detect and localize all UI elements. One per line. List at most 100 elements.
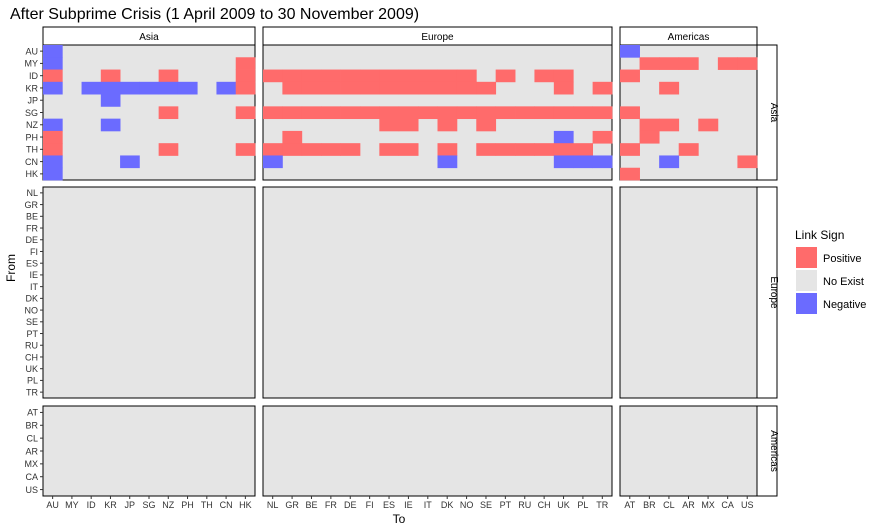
y-tick-AT: AT — [27, 408, 38, 418]
cell-PH-GR — [282, 130, 303, 144]
cell-TH-SE — [476, 143, 497, 156]
cell-SG-FI — [359, 106, 380, 120]
strip-col-label-americas: Americas — [668, 32, 710, 43]
x-tick-CH: CH — [538, 500, 551, 510]
cell-SG-IE — [398, 106, 419, 120]
x-tick-DK: DK — [441, 500, 454, 510]
cell-KR-IT — [418, 81, 438, 95]
y-tick-US: US — [25, 485, 38, 495]
cell-TH-ES — [379, 143, 400, 156]
x-tick-DE: DE — [344, 500, 357, 510]
cell-SG-GR — [282, 106, 303, 120]
y-tick-AU: AU — [25, 46, 38, 56]
cell-ID-CH — [534, 69, 555, 83]
x-tick-BE: BE — [305, 500, 317, 510]
cell-TH-NL — [263, 143, 283, 156]
cell-SG-RU — [515, 106, 535, 120]
cell-KR-IE — [398, 81, 419, 95]
cell-CN-JP — [120, 155, 140, 169]
y-tick-NL: NL — [26, 188, 38, 198]
y-tick-GR: GR — [25, 200, 39, 210]
cell-MY-AR — [678, 57, 699, 70]
cell-KR-CN — [216, 81, 237, 95]
y-tick-HK: HK — [25, 169, 38, 179]
cell-SG-PL — [573, 106, 594, 120]
cell-KR-TR — [592, 81, 613, 95]
cell-TH-UK — [553, 143, 574, 156]
cell-KR-NZ — [158, 81, 179, 95]
x-tick-PH: PH — [181, 500, 194, 510]
x-tick-labels: AU MY ID KR JP SG NZ PH TH CN HK NL GR BE FR DE FI ES IE IT… — [46, 496, 753, 510]
legend-label-negative: Negative — [823, 299, 866, 311]
cell-AU-AT — [620, 45, 640, 58]
x-tick-SE: SE — [480, 500, 492, 510]
cell-CN-CL — [659, 155, 680, 169]
y-tick-FR: FR — [26, 223, 38, 233]
cell-HK-AT — [620, 167, 640, 181]
y-tick-CL: CL — [26, 433, 38, 443]
y-tick-IT: IT — [30, 282, 39, 292]
cell-KR-GR — [282, 81, 303, 95]
cell-NZ-CL — [659, 118, 680, 132]
cell-TH-DE — [340, 143, 361, 156]
y-tick-NZ: NZ — [26, 120, 38, 130]
x-tick-IE: IE — [404, 500, 413, 510]
y-tick-CN: CN — [25, 157, 38, 167]
y-tick-SG: SG — [25, 108, 38, 118]
cell-KR-ID — [81, 81, 102, 95]
cell-SG-PT — [495, 106, 516, 120]
cell-ID-ES — [379, 69, 400, 83]
cell-CN-AU — [43, 155, 63, 169]
panel-border — [42, 186, 256, 399]
x-tick-SG: SG — [142, 500, 155, 510]
cell-ID-DE — [340, 69, 361, 83]
cell-TH-FR — [321, 143, 341, 156]
cell-SG-DE — [340, 106, 361, 120]
cell-ID-BE — [301, 69, 322, 83]
cell-KR-AU — [43, 81, 63, 95]
legend-label-no-exist: No Exist — [823, 276, 864, 288]
y-tick-PT: PT — [26, 329, 38, 339]
x-tick-FR: FR — [325, 500, 337, 510]
x-tick-FI: FI — [366, 500, 374, 510]
x-tick-BR: BR — [643, 500, 656, 510]
cell-SG-NZ — [158, 106, 179, 120]
x-tick-AU: AU — [46, 500, 59, 510]
y-tick-ID: ID — [29, 71, 39, 81]
panel-americas-americas — [620, 406, 757, 496]
cell-KR-PH — [177, 81, 198, 95]
x-tick-MX: MX — [701, 500, 715, 510]
cell-AU-AU — [43, 45, 63, 58]
cell-SG-UK — [553, 106, 574, 120]
cell-KR-SE — [476, 81, 497, 95]
cell-SG-AT — [620, 106, 640, 120]
cell-CN-US — [737, 155, 758, 169]
cell-KR-KR — [100, 81, 121, 95]
cell-HK-AU — [43, 167, 63, 181]
legend-swatch-positive — [796, 247, 817, 268]
y-tick-ES: ES — [26, 258, 38, 268]
y-tick-AR: AR — [25, 446, 38, 456]
cell-ID-IT — [418, 69, 438, 83]
cell-ID-GR — [282, 69, 303, 83]
panel-border — [619, 186, 758, 399]
x-tick-CL: CL — [663, 500, 675, 510]
panel-americas-europe — [263, 406, 612, 496]
cell-SG-ES — [379, 106, 400, 120]
cell-KR-UK — [553, 81, 574, 95]
legend-label-positive: Positive — [823, 253, 862, 265]
y-tick-BE: BE — [26, 212, 38, 222]
x-tick-AT: AT — [624, 500, 635, 510]
cell-PH-UK — [553, 130, 574, 144]
cell-TH-CH — [534, 143, 555, 156]
panel-asia-asia — [43, 45, 255, 180]
cell-KR-CL — [659, 81, 680, 95]
cell-TH-IE — [398, 143, 419, 156]
cell-SG-DK — [437, 106, 458, 120]
cell-KR-DK — [437, 81, 458, 95]
cell-ID-PT — [495, 69, 516, 83]
cell-TH-PL — [573, 143, 594, 156]
y-tick-NO: NO — [25, 305, 39, 315]
cell-ID-UK — [553, 69, 574, 83]
y-tick-UK: UK — [25, 364, 38, 374]
